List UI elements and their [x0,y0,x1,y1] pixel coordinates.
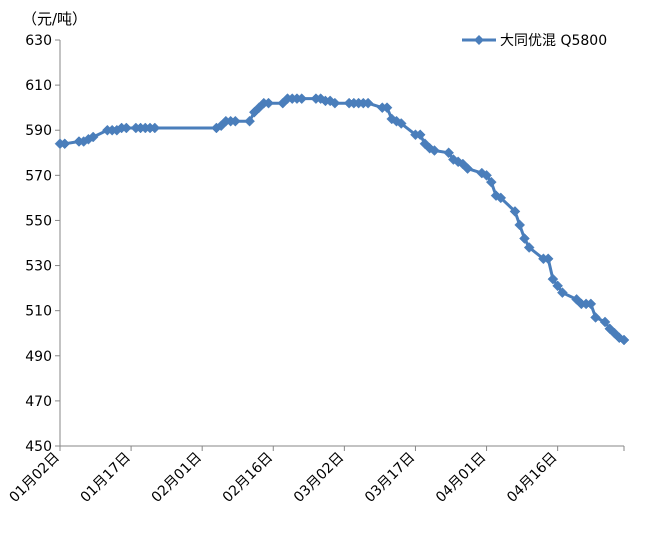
y-tick-label: 630 [25,33,52,49]
x-tick-label: 04月16日 [504,450,560,506]
data-point [552,280,564,292]
data-point [429,145,440,156]
y-tick-label: 470 [25,394,52,410]
data-point [87,131,99,143]
y-tick-label: 550 [25,213,52,229]
y-tick-label: 590 [25,123,52,139]
data-point [395,118,407,129]
x-tick-label: 01月02日 [7,450,63,506]
legend-marker [474,35,484,45]
data-point [542,253,554,265]
data-point [230,115,241,127]
x-tick-label: 02月01日 [149,450,205,506]
data-point [514,219,526,231]
data-point [362,97,374,109]
y-tick-label: 510 [25,304,52,320]
y-tick-label: 610 [25,78,52,94]
y-tick-label: 450 [25,439,52,455]
x-tick-label: 03月02日 [291,450,347,506]
x-tick-label: 02月16日 [220,450,276,506]
legend-label: 大同优混 Q5800 [500,33,607,49]
data-point [509,206,521,217]
x-tick-label: 03月17日 [362,450,418,506]
series-line [60,97,625,342]
data-point [120,122,132,134]
series-group [54,93,630,346]
data-point [495,192,507,204]
data-point [618,334,630,346]
data-point [585,298,597,310]
data-point [244,115,255,127]
data-point [590,312,601,323]
data-point [296,93,308,104]
data-point [443,147,454,159]
data-point [381,102,393,114]
data-point [149,122,161,134]
data-point [59,138,71,150]
data-point [263,97,274,109]
x-tick-label: 04月01日 [433,450,489,506]
data-point [523,242,535,253]
x-tick-label: 01月17日 [78,450,134,506]
y-tick-label: 570 [25,168,52,184]
y-unit-label: （元/吨） [22,10,88,28]
data-point [329,97,341,109]
data-point [462,163,473,174]
data-point [557,287,568,298]
y-tick-label: 490 [25,349,52,365]
data-point [481,169,492,181]
data-point [414,129,426,141]
y-tick-label: 530 [25,259,52,275]
data-point [485,176,497,188]
data-point [547,273,559,285]
data-point [519,233,530,244]
legend: 大同优混 Q5800 [462,33,607,49]
data-point [599,316,611,328]
